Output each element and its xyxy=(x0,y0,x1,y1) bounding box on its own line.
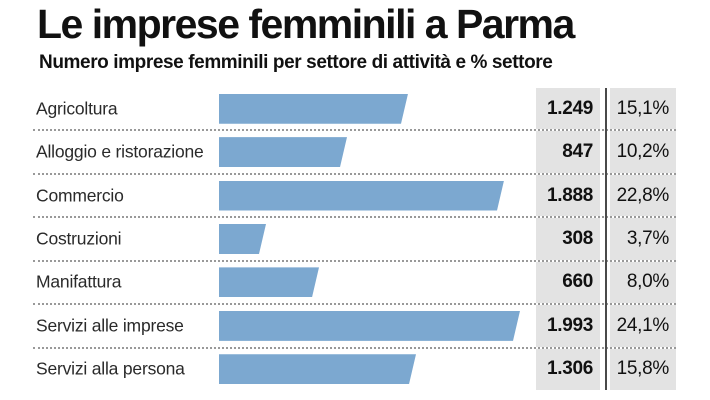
row-bar xyxy=(219,311,520,341)
row-label: Commercio xyxy=(36,185,124,206)
row-label: Agricoltura xyxy=(36,98,118,119)
value-cell: 308 xyxy=(536,218,600,260)
chart-row: Agricoltura 1.249 15,1% xyxy=(33,88,676,132)
percent-cell: 10,2% xyxy=(610,131,676,173)
percent-cell: 15,8% xyxy=(610,348,676,390)
page-subtitle: Numero imprese femminili per settore di … xyxy=(39,52,553,73)
chart-row: Alloggio e ristorazione 847 10,2% xyxy=(33,131,676,175)
chart-row: Manifattura 660 8,0% xyxy=(33,261,676,306)
row-label: Costruzioni xyxy=(36,228,122,249)
value-cell: 1.249 xyxy=(536,88,600,130)
row-bar xyxy=(219,354,416,384)
percent-cell: 3,7% xyxy=(610,218,676,260)
percent-cell: 15,1% xyxy=(610,88,676,130)
page-title: Le imprese femminili a Parma xyxy=(37,1,575,47)
value-cell: 660 xyxy=(536,261,600,304)
chart-row: Servizi alle imprese 1.993 24,1% xyxy=(33,305,676,349)
percent-cell: 22,8% xyxy=(610,174,676,217)
row-label: Manifattura xyxy=(36,271,122,292)
row-bar xyxy=(219,224,266,254)
bar-chart: Agricoltura 1.249 15,1% Alloggio e ristoraz… xyxy=(33,88,676,390)
column-divider-line xyxy=(605,88,607,390)
row-label: Alloggio e ristorazione xyxy=(36,141,204,162)
percent-cell: 8,0% xyxy=(610,261,676,304)
row-bar xyxy=(219,94,408,124)
percent-cell: 24,1% xyxy=(610,305,676,347)
row-bar xyxy=(219,137,347,167)
row-label: Servizi alle imprese xyxy=(36,315,184,336)
row-bar xyxy=(219,181,504,211)
chart-row: Commercio 1.888 22,8% xyxy=(33,174,676,219)
value-cell: 1.993 xyxy=(536,305,600,347)
row-bar xyxy=(219,267,319,297)
value-cell: 847 xyxy=(536,131,600,173)
chart-row: Servizi alla persona 1.306 15,8% xyxy=(33,348,676,390)
chart-row: Costruzioni 308 3,7% xyxy=(33,218,676,262)
row-label: Servizi alla persona xyxy=(36,358,185,379)
value-cell: 1.888 xyxy=(536,174,600,217)
value-cell: 1.306 xyxy=(536,348,600,390)
